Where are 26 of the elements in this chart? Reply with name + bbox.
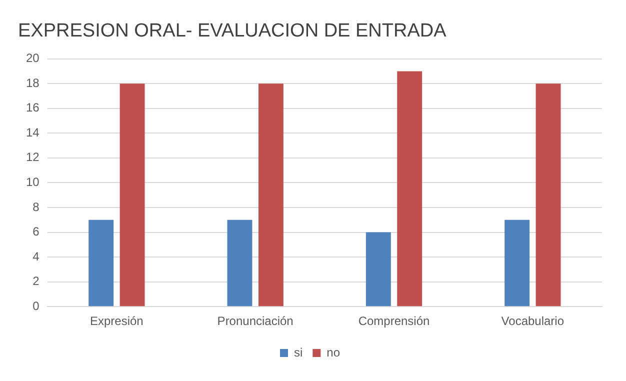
bar (397, 71, 422, 306)
legend-label: no (326, 345, 340, 360)
x-tick-label: Comprensión (358, 314, 430, 328)
bar (258, 84, 284, 306)
legend-label: si (294, 345, 303, 360)
x-tick-label: Vocabulario (501, 314, 564, 328)
y-tick-label: 14 (26, 125, 40, 140)
y-tick-label: 4 (32, 249, 40, 264)
y-tick-label: 10 (26, 175, 40, 190)
y-tick-label: 6 (32, 224, 40, 239)
bar (504, 220, 530, 306)
bar (366, 232, 391, 306)
bar (120, 84, 145, 306)
x-tick-label: Expresión (90, 314, 144, 328)
y-tick-label: 12 (26, 150, 40, 164)
bar (88, 220, 114, 306)
y-tick-label: 18 (26, 76, 40, 90)
y-tick-label: 20 (26, 51, 40, 66)
y-tick-label: 16 (26, 100, 40, 115)
y-tick-label: 2 (32, 274, 40, 288)
bar (536, 84, 561, 306)
y-tick-label: 8 (32, 200, 40, 214)
x-tick-label: Pronunciación (217, 314, 294, 328)
chart-title: EXPRESION ORAL- EVALUACION DE ENTRADA (18, 20, 447, 42)
bar (227, 220, 252, 306)
y-tick-label: 0 (32, 298, 40, 313)
